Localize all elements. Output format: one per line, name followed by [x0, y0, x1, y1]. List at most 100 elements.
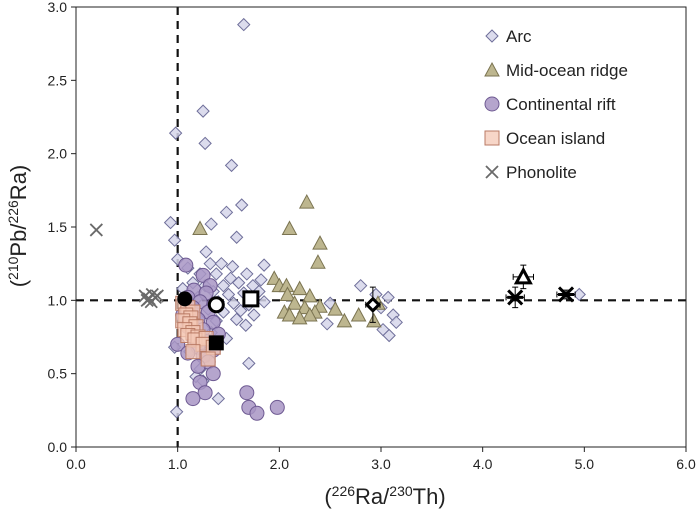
- phonolite-point: [144, 295, 158, 309]
- mean-asterisk-marker: [557, 286, 575, 303]
- arc-point: [229, 312, 244, 327]
- mid-ocean-ridge-point: [366, 312, 382, 328]
- x-tick-label: 0.0: [66, 456, 86, 472]
- arc-point: [381, 290, 395, 305]
- arc-point: [320, 317, 334, 331]
- mid-ocean-ridge-point: [350, 306, 367, 322]
- arc-point: [257, 295, 271, 309]
- continental-rift-point: [185, 391, 201, 407]
- mid-ocean-ridge-point: [286, 295, 303, 310]
- legend-continental-rift-label: Continental rift: [506, 95, 616, 114]
- continental-rift-point: [178, 257, 194, 273]
- legend-ocean-island-icon: [484, 130, 500, 146]
- arc-point: [169, 405, 184, 419]
- continental-rift-point: [205, 366, 221, 382]
- y-axis-title: (210Pb/226Ra): [5, 165, 31, 288]
- arc-point: [203, 256, 217, 271]
- arc-point: [240, 267, 254, 281]
- mean-open-diamond-marker: [364, 296, 381, 313]
- mean-open-square-marker: [242, 290, 260, 308]
- mid-ocean-ridge-point: [279, 286, 296, 301]
- mid-ocean-ridge-point: [310, 254, 326, 269]
- arc-point: [237, 17, 251, 32]
- legend-mid-ocean-ridge-icon: [484, 61, 500, 77]
- arc-point: [209, 267, 224, 281]
- arc-point: [214, 256, 229, 271]
- arc-point: [242, 356, 256, 371]
- arc-point: [219, 205, 234, 220]
- y-axis-ticks: 0.0 0.5 1.0 1.5 2.0 2.5 3.0: [48, 0, 76, 455]
- y-tick-label: 1.5: [48, 219, 68, 235]
- arc-point: [168, 126, 183, 140]
- continental-rift-point: [239, 385, 255, 401]
- mid-ocean-ridge-point: [301, 287, 318, 303]
- mean-open-triangle-marker: [513, 266, 533, 285]
- mid-ocean-ridge-point: [281, 220, 298, 235]
- arc-point: [257, 258, 271, 272]
- x-tick-label: 1.0: [168, 456, 188, 472]
- arc-point: [198, 136, 212, 151]
- continental-rift-point: [195, 267, 211, 283]
- arc-point: [229, 230, 244, 244]
- y-tick-label: 0.0: [48, 439, 68, 455]
- phonolite-point: [89, 223, 103, 237]
- arc-point: [167, 233, 182, 247]
- mean-markers: [177, 264, 576, 351]
- legend: Arc Mid-ocean ridge Continental rift Ocean …: [484, 27, 628, 182]
- legend-phonolite-icon: [485, 165, 499, 179]
- arc-point: [353, 278, 368, 293]
- continental-rift-point: [249, 405, 265, 421]
- mid-ocean-ridge-point: [301, 306, 318, 322]
- arc-point: [235, 198, 249, 212]
- arc-point: [199, 245, 213, 259]
- mean-asterisk-marker: [507, 289, 524, 306]
- mid-ocean-ridge-point: [336, 312, 353, 328]
- y-tick-label: 0.5: [48, 366, 68, 382]
- mean-square-marker: [208, 335, 224, 351]
- mid-ocean-ridge-point: [298, 194, 315, 209]
- mean-open-circle-marker: [207, 296, 225, 314]
- legend-mid-ocean-ridge-label: Mid-ocean ridge: [506, 61, 628, 80]
- arc-point: [204, 217, 218, 231]
- arc-point: [239, 318, 253, 332]
- arc-point: [226, 296, 241, 310]
- mid-ocean-ridge-point: [291, 309, 308, 325]
- ocean-island-point: [200, 351, 216, 367]
- x-axis-ticks: 0.0 1.0 2.0 3.0 4.0 5.0 6.0: [66, 447, 696, 472]
- mid-ocean-ridge-point: [291, 280, 308, 296]
- arc-point: [221, 287, 236, 302]
- arc-point: [382, 328, 396, 343]
- arc-point: [163, 215, 178, 230]
- y-tick-label: 1.0: [48, 292, 68, 308]
- x-tick-label: 2.0: [270, 456, 290, 472]
- legend-ocean-island-label: Ocean island: [506, 129, 605, 148]
- arc-point: [231, 276, 246, 290]
- mid-ocean-ridge-point: [281, 306, 298, 322]
- arc-point: [196, 104, 210, 118]
- arc-point: [224, 158, 239, 173]
- data-points: [89, 17, 586, 421]
- ocean-island-point: [185, 344, 201, 360]
- arc-point: [216, 278, 231, 293]
- phonolite-point: [140, 293, 154, 307]
- mean-circle-marker: [177, 291, 193, 307]
- arc-point: [389, 315, 403, 330]
- continental-rift-point: [269, 399, 285, 415]
- x-tick-label: 3.0: [371, 456, 391, 472]
- x-tick-label: 6.0: [676, 456, 696, 472]
- y-tick-label: 2.0: [48, 146, 68, 162]
- arc-point: [225, 259, 240, 274]
- arc-point: [211, 391, 226, 406]
- legend-arc-label: Arc: [506, 27, 532, 46]
- arc-point: [254, 273, 268, 287]
- mid-ocean-ridge-point: [312, 235, 328, 250]
- x-tick-label: 5.0: [575, 456, 595, 472]
- y-tick-label: 3.0: [48, 0, 68, 15]
- x-tick-label: 4.0: [473, 456, 493, 472]
- legend-phonolite-label: Phonolite: [506, 163, 577, 182]
- continental-rift-point: [197, 385, 213, 401]
- y-tick-label: 2.5: [48, 72, 68, 88]
- legend-continental-rift-icon: [484, 96, 500, 112]
- legend-arc-icon: [485, 29, 499, 43]
